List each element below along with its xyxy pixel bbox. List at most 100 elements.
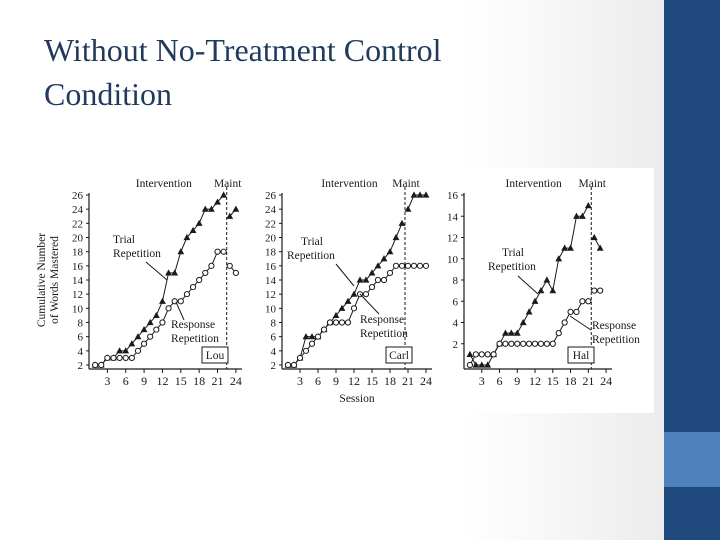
carl-x-tick-label: 24: [420, 374, 432, 388]
carl-response-point: [308, 340, 316, 347]
carl-participant-box: [385, 346, 413, 364]
hal-response-point: [561, 319, 568, 326]
carl-trial-point: [392, 233, 400, 241]
lou-phase-label-maint: Maint: [214, 178, 242, 190]
carl-x-tick-label: 15: [366, 374, 378, 388]
hal-x-tick-label: 18: [565, 374, 577, 388]
carl-response-point: [338, 319, 346, 326]
carl-y-tick-label: 4: [271, 346, 277, 358]
hal-trial-point: [543, 276, 551, 283]
lou-y-tick-label: 22: [72, 218, 83, 230]
carl-trial-line-maint: [407, 194, 426, 210]
hal-trial-point: [555, 255, 563, 262]
lou-phase-label-intervention: Intervention: [136, 178, 192, 190]
hal-trial-point: [472, 361, 480, 368]
right-accent-panel: [664, 0, 720, 540]
carl-y-tick-label: 2: [271, 360, 277, 372]
hal-response-point: [597, 287, 604, 294]
carl-trial-point: [374, 262, 382, 269]
lou-x-tick-label: 21: [212, 374, 224, 388]
lou-trial-point: [159, 297, 166, 304]
multiple-baseline-figure: 2 4 6 8 10 12 14 16 18 20 22 24 26 3 6 9 12 15 18 21 24 Inter…: [34, 168, 654, 413]
hal-trial-point: [513, 329, 521, 336]
carl-trial-point: [356, 276, 364, 283]
hal-response-point: [514, 340, 521, 347]
carl-trial-point: [362, 276, 370, 283]
lou-trial-point: [183, 233, 191, 241]
hal-x-tick-label: 21: [582, 374, 594, 388]
hal-x-tick-label: 3: [479, 374, 485, 388]
hal-y-tick-label: 14: [447, 211, 459, 223]
hal-response-point: [478, 351, 485, 358]
hal-response-point: [520, 340, 527, 347]
carl-annotation-response-2: Repetition: [360, 328, 408, 340]
carl-trial-point: [332, 311, 340, 319]
hal-trial-point: [519, 318, 527, 326]
carl-trial-point: [416, 191, 424, 198]
lou-trial-point: [220, 191, 228, 198]
lou-trial-point: [140, 325, 148, 333]
carl-y-tick-label: 18: [265, 247, 277, 259]
carl-response-point: [362, 291, 370, 298]
lou-trial-point: [189, 226, 197, 234]
lou-trial-point: [195, 219, 203, 226]
lou-x-tick-label: 18: [193, 374, 205, 388]
hal-trial-point: [596, 244, 604, 251]
carl-response-point: [302, 347, 310, 354]
carl-trial-point: [422, 191, 430, 198]
lou-y-tick-label: 10: [72, 303, 84, 315]
carl-response-point: [416, 262, 424, 269]
lou-trial-point: [116, 347, 123, 354]
carl-trial-point: [380, 255, 388, 262]
lou-response-point: [214, 248, 221, 255]
hal-trial-point: [507, 329, 515, 336]
lou-response-point: [177, 298, 184, 305]
hal-x-tick-label: 15: [547, 374, 559, 388]
hal-response-point: [537, 340, 545, 347]
lou-y-tick-label: 16: [72, 261, 84, 273]
lou-x-tick-label: 12: [156, 374, 168, 388]
lou-trial-point: [165, 269, 172, 276]
carl-x-tick-label: 21: [402, 374, 414, 388]
lou-annotation-response-2: Repetition: [171, 333, 219, 345]
hal-y-tick-label: 6: [453, 296, 459, 308]
hal-trial-point: [549, 287, 557, 294]
hal-phase-label-intervention: Intervention: [506, 178, 562, 190]
lou-y-tick-label: 18: [72, 247, 84, 259]
hal-annotation-response-1: Response: [592, 320, 636, 332]
hal-annotation-response-arrow: [569, 315, 592, 331]
lou-response-point: [140, 340, 148, 347]
hal-response-point: [573, 308, 580, 315]
lou-trial-point: [201, 205, 209, 212]
lou-trial-line-intervention: [95, 194, 225, 366]
carl-y-tick-label: 12: [265, 289, 276, 301]
hal-y-tick-label: 10: [447, 254, 459, 266]
carl-response-point: [368, 283, 376, 291]
carl-x-tick-label: 6: [315, 374, 321, 388]
hal-participant-box: [567, 346, 595, 364]
hal-response-point: [543, 340, 550, 347]
lou-response-point: [134, 347, 142, 354]
lou-ylabel-line-2: of Words Mastered: [49, 236, 61, 324]
hal-response-point: [555, 330, 562, 337]
hal-response-point: [508, 340, 515, 347]
carl-y-tick-label: 26: [265, 190, 277, 202]
carl-x-tick-label: 12: [348, 374, 360, 388]
hal-x-tick-label: 24: [600, 374, 612, 388]
carl-annotation-trial-arrow: [335, 263, 355, 287]
lou-ylabel-line-1: Cumulative Number: [36, 233, 48, 327]
lou-y-tick-label: 26: [72, 190, 84, 202]
carl-trial-point: [404, 205, 412, 212]
carl-response-point: [344, 319, 352, 326]
carl-y-tick-label: 20: [265, 233, 277, 245]
carl-annotation-response-arrow: [359, 293, 380, 315]
lou-x-tick-label: 3: [104, 374, 110, 388]
carl-trial-point: [368, 269, 376, 276]
carl-y-tick-label: 22: [265, 218, 276, 230]
hal-response-point: [496, 340, 503, 347]
lou-y-tick-label: 20: [72, 233, 84, 245]
carl-annotation-trial-2: Repetition: [287, 250, 335, 262]
slide-title-line-2: Condition: [44, 76, 173, 112]
hal-response-point: [472, 351, 479, 358]
carl-response-point: [398, 262, 406, 269]
